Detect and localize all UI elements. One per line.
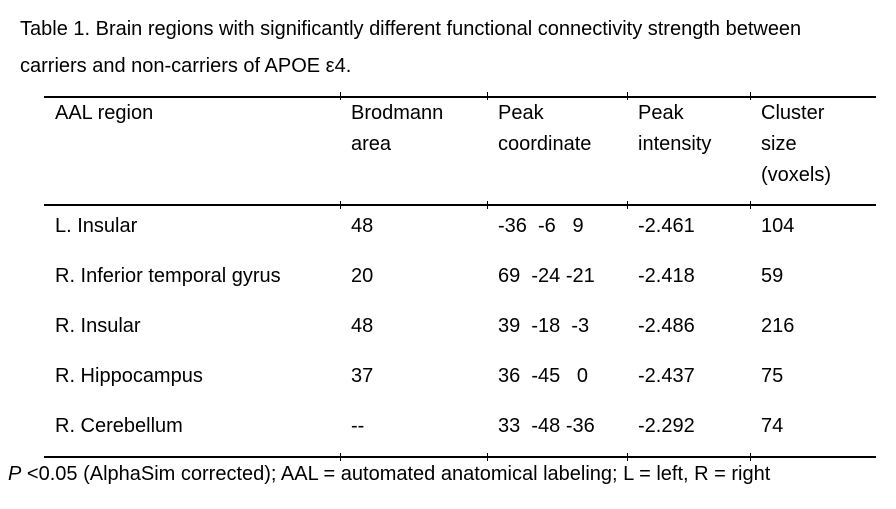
cell-brodmann: 20 — [351, 265, 374, 287]
table-footnote: P <0.05 (AlphaSim corrected); AAL = auto… — [8, 460, 770, 488]
cell-cluster: 59 — [761, 265, 784, 287]
column-tick — [340, 92, 341, 100]
column-tick — [487, 92, 488, 100]
cell-cluster: 104 — [761, 215, 795, 237]
cell-intensity: -2.486 — [638, 315, 695, 337]
cell-region: R. Inferior temporal gyrus — [55, 265, 281, 287]
footnote-p-symbol: P — [8, 463, 22, 485]
column-header-cluster-size: Cluster size (voxels) — [750, 98, 876, 204]
column-header-peak-coordinate: Peak coordinate — [487, 98, 627, 204]
cell-region: R. Insular — [55, 315, 141, 337]
column-tick — [750, 453, 751, 461]
cell-intensity: -2.418 — [638, 265, 695, 287]
caption-line-1: Table 1. Brain regions with significantl… — [20, 18, 802, 40]
column-header-peak-intensity: Peak intensity — [627, 98, 750, 204]
column-header-aal-region: AAL region — [44, 98, 340, 204]
cell-cluster: 75 — [761, 365, 784, 387]
cell-region: L. Insular — [55, 215, 138, 237]
header-line: Peak — [498, 102, 544, 124]
column-tick — [627, 453, 628, 461]
column-tick — [340, 453, 341, 461]
cell-brodmann: 48 — [351, 215, 374, 237]
header-line: Brodmann — [351, 102, 444, 124]
header-line: AAL region — [55, 102, 154, 124]
cell-intensity: -2.292 — [638, 415, 695, 437]
column-tick — [750, 92, 751, 100]
cell-peak-coordinate: 69 -24 -21 — [498, 265, 595, 287]
cell-intensity: -2.437 — [638, 365, 695, 387]
data-table: AAL region Brodmann area Peak coordinate… — [44, 92, 876, 461]
cell-brodmann: 37 — [351, 365, 374, 387]
column-tick — [340, 201, 341, 209]
header-line: Peak — [638, 102, 684, 124]
table-row: R. Insular 48 39 -18 -3 -2.486 216 — [44, 306, 876, 356]
column-tick — [750, 201, 751, 209]
table-header-row: AAL region Brodmann area Peak coordinate… — [44, 98, 876, 206]
cell-peak-coordinate: 36 -45 0 — [498, 365, 589, 387]
table-body: L. Insular 48 -36 -6 9 -2.461 104 R. Inf… — [44, 206, 876, 458]
header-line: Cluster — [761, 102, 825, 124]
cell-brodmann: 48 — [351, 315, 374, 337]
header-line: (voxels) — [761, 164, 832, 186]
footnote-text: <0.05 (AlphaSim corrected); AAL = automa… — [21, 463, 771, 485]
header-line: coordinate — [498, 133, 592, 155]
cell-cluster: 74 — [761, 415, 784, 437]
column-tick — [627, 201, 628, 209]
header-line: size — [761, 133, 797, 155]
cell-intensity: -2.461 — [638, 215, 695, 237]
column-tick — [487, 453, 488, 461]
caption-line-2: carriers and non-carriers of APOE ε4. — [20, 55, 352, 77]
table-row: R. Hippocampus 37 36 -45 0 -2.437 75 — [44, 356, 876, 406]
table-row: L. Insular 48 -36 -6 9 -2.461 104 — [44, 206, 876, 256]
cell-region: R. Cerebellum — [55, 415, 183, 437]
cell-peak-coordinate: 33 -48 -36 — [498, 415, 595, 437]
column-tick — [487, 201, 488, 209]
cell-cluster: 216 — [761, 315, 795, 337]
header-line: intensity — [638, 133, 712, 155]
header-line: area — [351, 133, 392, 155]
cell-peak-coordinate: -36 -6 9 — [498, 215, 584, 237]
table-row: R. Inferior temporal gyrus 20 69 -24 -21… — [44, 256, 876, 306]
table-caption: Table 1. Brain regions with significantl… — [20, 11, 801, 85]
cell-peak-coordinate: 39 -18 -3 — [498, 315, 590, 337]
column-header-brodmann-area: Brodmann area — [340, 98, 487, 204]
cell-region: R. Hippocampus — [55, 365, 203, 387]
column-tick — [627, 92, 628, 100]
cell-brodmann: -- — [351, 415, 365, 437]
table-row: R. Cerebellum -- 33 -48 -36 -2.292 74 — [44, 406, 876, 456]
